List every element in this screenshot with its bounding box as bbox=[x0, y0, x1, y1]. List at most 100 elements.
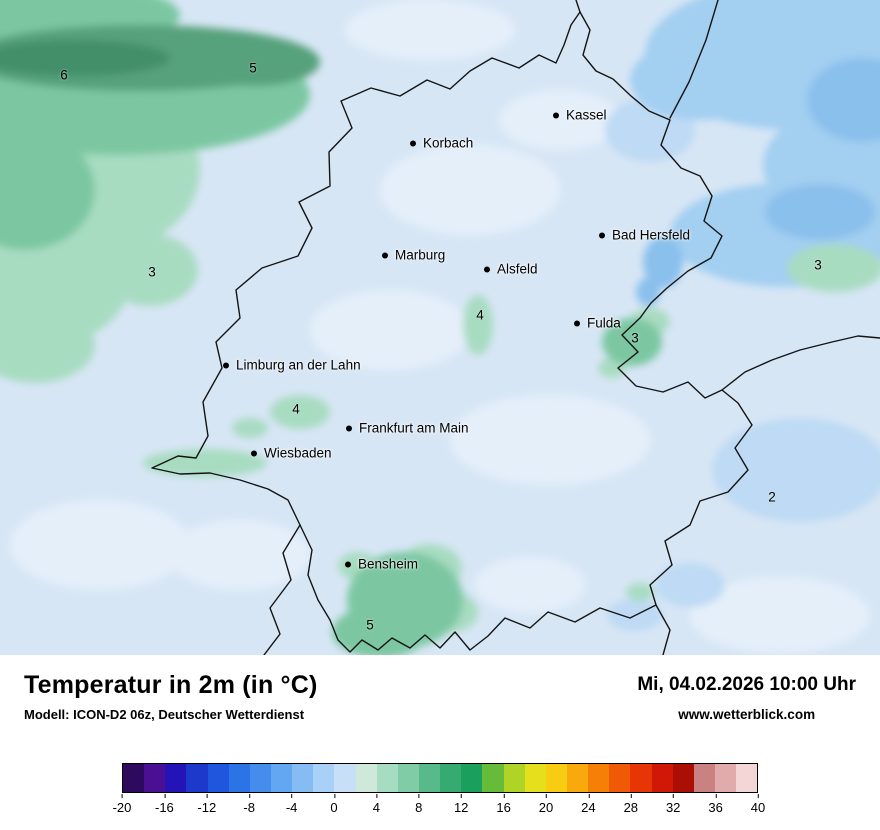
colorbar-tick-label: 8 bbox=[415, 794, 423, 815]
city-marker-bad-hersfeld: Bad Hersfeld bbox=[599, 228, 690, 243]
city-label: Fulda bbox=[587, 315, 621, 331]
border-top-notch bbox=[575, 0, 581, 13]
colorbar-segment bbox=[693, 764, 715, 792]
colorbar-segment bbox=[376, 764, 398, 792]
colorbar-tick-label: 16 bbox=[496, 794, 511, 815]
colorbar-tick-label: 20 bbox=[538, 794, 554, 815]
colorbar-tick-label: 4 bbox=[372, 794, 381, 815]
city-marker-wiesbaden: Wiesbaden bbox=[251, 446, 332, 461]
city-marker-kassel: Kassel bbox=[553, 108, 607, 123]
colorbar-segment bbox=[651, 764, 673, 792]
temp-value-label: 3 bbox=[631, 330, 639, 346]
colorbar-tick-label: -4 bbox=[285, 794, 298, 815]
city-label: Korbach bbox=[423, 135, 474, 151]
colorbar-segment bbox=[736, 764, 758, 792]
colorbar-segment bbox=[292, 764, 314, 792]
border-south-east bbox=[655, 604, 671, 655]
colorbar-ticks: -20 -16 -12 -8 -4 0 4 8 12 16 20 24 28 32 36 40 bbox=[113, 794, 765, 817]
temp-value-label: 4 bbox=[292, 401, 300, 417]
colorbar-tick-label: 28 bbox=[623, 794, 639, 815]
colorbar-tick-label: 0 bbox=[330, 794, 338, 815]
colorbar-segment bbox=[186, 764, 208, 792]
colorbar-tick-label: 32 bbox=[665, 794, 681, 815]
model-info: Modell: ICON-D2 06z, Deutscher Wetterdie… bbox=[24, 707, 305, 722]
temp-value-label: 5 bbox=[366, 617, 374, 633]
weather-map: Kassel Korbach Marburg Alsfeld Bad Hersf… bbox=[0, 0, 880, 655]
colorbar-segment bbox=[355, 764, 377, 792]
colorbar-segment bbox=[418, 764, 441, 792]
map-title: Temperatur in 2m (in °C) bbox=[24, 671, 318, 699]
colorbar-segment bbox=[440, 764, 462, 792]
hesse-outline bbox=[151, 11, 753, 653]
info-header: Temperatur in 2m (in °C) Modell: ICON-D2… bbox=[0, 655, 880, 722]
patches-blue-deep bbox=[636, 58, 880, 306]
city-marker-fulda: Fulda bbox=[574, 316, 621, 331]
city-marker-korbach: Korbach bbox=[410, 136, 473, 151]
colorbar-segment bbox=[334, 764, 356, 792]
city-dot bbox=[346, 425, 352, 431]
date-block: Mi, 04.02.2026 10:00 Uhr www.wetterblick… bbox=[637, 671, 856, 722]
colorbar-tick-label: -20 bbox=[112, 794, 132, 815]
colorbar-segment bbox=[123, 764, 145, 792]
info-panel: Temperatur in 2m (in °C) Modell: ICON-D2… bbox=[0, 655, 880, 830]
temperature-field bbox=[0, 0, 880, 655]
city-label: Wiesbaden bbox=[264, 445, 332, 461]
colorbar-segment bbox=[609, 764, 631, 792]
colorbar-segment bbox=[630, 764, 652, 792]
temp-value-label: 3 bbox=[148, 264, 156, 280]
colorbar-segment bbox=[524, 764, 546, 792]
colorbar-tick-label: 40 bbox=[750, 794, 766, 815]
colorbar-tick-label: 12 bbox=[453, 794, 469, 815]
colorbar-segment bbox=[461, 764, 483, 792]
colorbar-segment bbox=[482, 764, 504, 792]
colorbar-segments bbox=[122, 763, 758, 793]
colorbar-segment bbox=[672, 764, 694, 792]
patches-green-darker bbox=[0, 40, 170, 76]
city-label: Alsfeld bbox=[497, 261, 538, 277]
title-block: Temperatur in 2m (in °C) Modell: ICON-D2… bbox=[24, 671, 318, 722]
city-label: Bad Hersfeld bbox=[612, 227, 691, 243]
colorbar-segment bbox=[588, 764, 610, 792]
city-dot bbox=[251, 450, 257, 456]
colorbar-tick-label: -8 bbox=[243, 794, 255, 815]
city-dot bbox=[382, 252, 388, 258]
city-dot bbox=[345, 561, 351, 567]
city-dot bbox=[599, 232, 605, 238]
colorbar-tick-label: -12 bbox=[197, 794, 217, 815]
temperature-legend: -20 -16 -12 -8 -4 0 4 8 12 16 20 24 28 32 36 40 bbox=[113, 763, 765, 817]
city-label: Frankfurt am Main bbox=[359, 420, 469, 436]
state-borders bbox=[151, 0, 880, 655]
forecast-datetime: Mi, 04.02.2026 10:00 Uhr bbox=[637, 674, 856, 695]
city-marker-bensheim: Bensheim bbox=[345, 557, 418, 572]
city-dot bbox=[574, 320, 580, 326]
colorbar-segment bbox=[397, 764, 419, 792]
city-dot bbox=[223, 362, 229, 368]
border-east bbox=[721, 335, 880, 391]
patches-pale bbox=[10, 0, 870, 653]
colorbar-tick-label: -16 bbox=[154, 794, 174, 815]
colorbar-tick-label: 36 bbox=[708, 794, 723, 815]
temp-value-label: 4 bbox=[476, 307, 484, 323]
temp-value-label: 3 bbox=[814, 257, 822, 273]
city-label: Bensheim bbox=[358, 556, 419, 572]
colorbar-segment bbox=[144, 764, 166, 792]
city-dot bbox=[484, 266, 490, 272]
colorbar-segment bbox=[249, 764, 271, 792]
city-label: Marburg bbox=[395, 247, 446, 263]
patches-blue-soft bbox=[605, 98, 880, 631]
city-marker-marburg: Marburg bbox=[382, 248, 445, 263]
colorbar-segment bbox=[270, 764, 293, 792]
colorbar-segment bbox=[313, 764, 335, 792]
colorbar-segment bbox=[566, 764, 589, 792]
city-dot bbox=[553, 112, 559, 118]
city-marker-frankfurt: Frankfurt am Main bbox=[346, 421, 469, 436]
colorbar-segment bbox=[207, 764, 229, 792]
colorbar-segment bbox=[165, 764, 187, 792]
colorbar-segment bbox=[714, 764, 737, 792]
colorbar-segment bbox=[228, 764, 250, 792]
temperature-field-svg bbox=[0, 0, 880, 655]
colorbar-segment bbox=[503, 764, 525, 792]
website-text: www.wetterblick.com bbox=[678, 707, 816, 722]
temp-value-label: 5 bbox=[249, 60, 257, 76]
border-south-west bbox=[263, 524, 301, 655]
